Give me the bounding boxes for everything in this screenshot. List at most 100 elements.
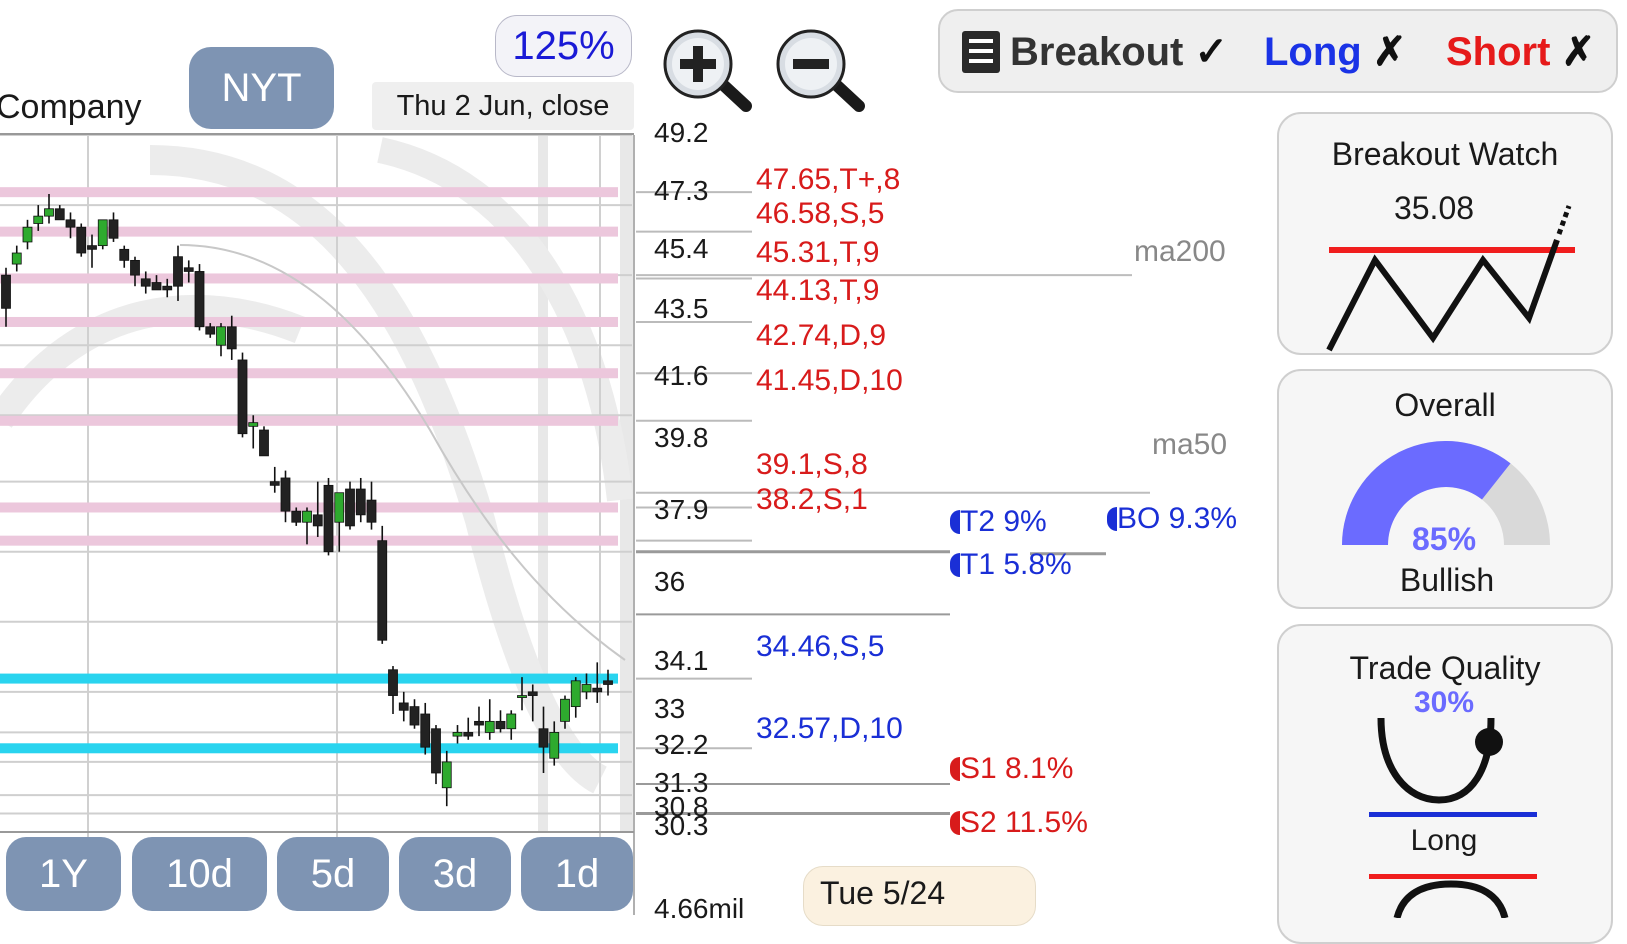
stop-marker-icon <box>950 811 960 835</box>
target-marker-icon <box>950 510 960 534</box>
breakout-watch-panel[interactable]: Breakout Watch 35.08 <box>1277 112 1613 355</box>
zoom-out-icon <box>776 29 865 112</box>
candle-body <box>388 669 398 696</box>
resistance-band <box>0 415 618 426</box>
timeframe-10d-button[interactable]: 10d <box>132 837 267 911</box>
candle-body <box>44 208 54 217</box>
signal-long[interactable]: Long ✗ <box>1264 29 1406 75</box>
support-band <box>0 673 618 684</box>
volume-label: 4.66mil <box>654 893 745 924</box>
cross-icon: ✗ <box>1561 30 1596 74</box>
target-bo-text: BO 9.3% <box>1117 502 1238 535</box>
timeframe-1d-button[interactable]: 1d <box>521 837 633 911</box>
list-icon[interactable] <box>962 31 1000 73</box>
price-chart[interactable] <box>0 0 1627 915</box>
price-tick: 30.3 <box>654 810 709 841</box>
candle-body <box>183 267 194 272</box>
trade-quality-panel[interactable]: Trade Quality 30% Long <box>1277 624 1613 944</box>
price-tick: 31.3 <box>654 767 709 798</box>
candle-body <box>345 488 355 527</box>
breakout-pattern-icon <box>1326 205 1575 352</box>
candle-body <box>269 481 280 486</box>
long-quality-curve-icon <box>1377 717 1503 804</box>
candle-body <box>323 484 334 553</box>
target-t1-label[interactable]: T1 5.8% <box>950 548 1072 582</box>
resistance-band <box>0 316 618 327</box>
candle-body <box>517 695 527 698</box>
watermark-curve <box>377 137 633 502</box>
price-tick: 30.8 <box>654 791 709 822</box>
candle-body <box>140 278 151 287</box>
price-tick: 49.2 <box>654 117 709 148</box>
stop-s2-label[interactable]: S2 11.5% <box>950 806 1088 840</box>
candle-body <box>581 684 592 693</box>
resistance-level-label: 41.45,D,10 <box>756 364 903 397</box>
candle-body <box>463 732 474 737</box>
zoom-level-badge[interactable]: 125% <box>495 15 632 77</box>
stop-s1-label[interactable]: S1 8.1% <box>950 752 1073 786</box>
price-tick: 32.2 <box>654 729 709 760</box>
zoom-in-button[interactable] <box>660 28 755 113</box>
trade-quality-long-line <box>1369 812 1537 817</box>
price-tick: 43.5 <box>654 293 709 324</box>
candle-body <box>33 215 44 224</box>
resistance-level-label: 42.74,D,9 <box>756 319 887 352</box>
timeframe-1y-button[interactable]: 1Y <box>6 837 121 911</box>
candle-body <box>334 492 345 523</box>
candle-body <box>312 514 323 527</box>
candle-body <box>431 728 441 774</box>
candle-body <box>87 245 97 250</box>
symbol-button[interactable]: NYT <box>189 47 334 129</box>
price-tick: 34.1 <box>654 645 709 676</box>
target-t2-label[interactable]: T2 9% <box>950 505 1047 539</box>
candle-body <box>76 226 87 254</box>
candle-body <box>484 720 495 733</box>
support-level-label: 32.57,D,10 <box>756 712 903 745</box>
overall-label: Bullish <box>1399 562 1495 598</box>
price-tick: 47.3 <box>654 175 709 206</box>
overall-percent: 85% <box>1411 521 1477 557</box>
ma-curve <box>179 244 626 661</box>
candle-body <box>603 680 613 685</box>
candle-body <box>259 429 269 457</box>
gauge-fill <box>1342 441 1511 545</box>
overall-panel[interactable]: Overall 85% Bullish <box>1277 369 1613 609</box>
overall-gauge-icon <box>1342 441 1550 545</box>
support-band <box>0 743 618 754</box>
signal-short[interactable]: Short ✗ <box>1446 29 1595 75</box>
candle-body <box>355 488 366 516</box>
price-tick: 36 <box>654 566 686 597</box>
candle-body <box>237 359 248 435</box>
stop-marker-icon <box>950 757 960 781</box>
price-tick: 45.4 <box>654 233 709 264</box>
resistance-level-label: 39.1,S,8 <box>756 448 868 481</box>
candle-body <box>1 274 11 309</box>
target-marker-icon <box>950 553 960 577</box>
candle-body <box>549 732 560 759</box>
target-bo-label[interactable]: BO 9.3% <box>1107 502 1237 536</box>
candle-body <box>441 761 452 789</box>
candle-body <box>560 698 570 722</box>
candle-body <box>570 680 581 708</box>
stop-s2-text: S2 11.5% <box>960 806 1088 839</box>
candle-body <box>65 219 76 228</box>
date-label: Thu 2 Jun, close <box>372 82 634 130</box>
candle-body <box>302 510 312 523</box>
candle-body <box>409 706 420 726</box>
signal-bar: Breakout ✓ Long ✗ Short ✗ <box>938 9 1618 93</box>
candle-body <box>130 259 140 276</box>
zoom-out-button[interactable] <box>773 28 868 113</box>
price-tick: 41.6 <box>654 360 709 391</box>
candle-body <box>592 687 603 693</box>
timeframe-5d-button[interactable]: 5d <box>277 837 389 911</box>
zoom-in-icon <box>663 29 752 112</box>
candle-body <box>452 732 463 737</box>
candle-body <box>474 720 484 726</box>
timeframe-3d-button[interactable]: 3d <box>399 837 511 911</box>
candle-body <box>291 510 302 523</box>
signal-breakout[interactable]: Breakout ✓ <box>1010 29 1228 75</box>
trade-quality-title: Trade Quality <box>1349 650 1541 686</box>
signal-long-label: Long <box>1264 30 1362 74</box>
candle-body <box>280 477 291 512</box>
price-tick: 39.8 <box>654 422 709 453</box>
